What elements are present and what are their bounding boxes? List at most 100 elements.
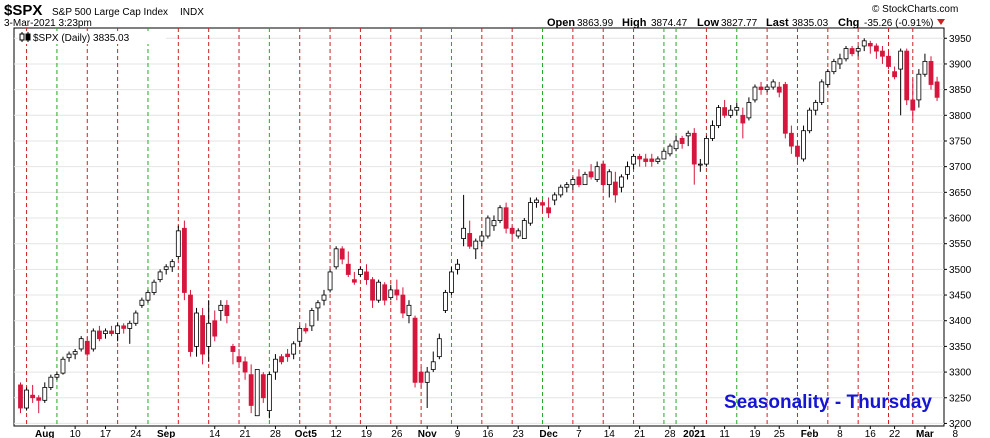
candle [127,320,133,344]
candle [485,215,491,239]
seasonality-lines [26,28,914,426]
candle [509,225,515,239]
chg-label: Chg [838,17,859,29]
candle [145,289,151,303]
candle [133,310,139,326]
candle [442,289,448,314]
x-tick-label: 19 [361,429,373,438]
candle [867,40,873,54]
candle [285,348,290,362]
candle [72,348,78,360]
candle [643,153,649,167]
candle [66,351,72,362]
candle [194,307,199,357]
x-tick-label: Aug [35,429,54,438]
index-name: S&P 500 Large Cap Index [52,7,168,18]
candle [315,300,321,321]
y-tick-label: 3800 [949,111,972,122]
x-tick-label: 23 [513,429,525,438]
candle [564,182,570,193]
candle [157,269,163,283]
candle [697,158,703,172]
candle [151,279,157,296]
exchange-label: INDX [180,7,204,18]
candle [467,220,473,249]
candle [175,225,181,260]
x-axis: Aug 10 17 24 Sep 14 21 28 Oct5 12 19 26 Nov 9 16 23 Dec 7… [35,426,958,438]
candle [582,171,588,186]
y-tick-label: 3850 [949,85,972,96]
x-tick-label: 7 [576,429,582,438]
candle [861,38,867,52]
candle [819,79,825,106]
candle [704,135,709,167]
candle [782,81,788,139]
candle [351,271,357,285]
x-tick-label: 8 [952,429,958,438]
candle [121,323,127,334]
candlestick-series [18,38,940,419]
candle [18,382,23,414]
y-tick-label: 3900 [949,59,972,70]
candle [892,66,897,80]
candle [880,45,885,64]
candle [722,99,728,118]
candle [807,107,812,134]
candle [254,369,260,417]
x-tick-label: Feb [801,429,819,438]
candle [540,200,545,213]
candle [685,130,691,147]
candle [224,300,230,324]
candle [84,337,90,357]
candle [746,97,752,121]
open-label: Open [547,17,575,29]
candle [303,323,309,334]
candle [260,372,266,403]
candle [734,102,740,116]
candle [606,169,612,198]
candle [479,230,485,247]
candle [169,259,175,272]
candle [552,192,558,206]
y-tick-label: 3450 [949,291,972,302]
candle [181,220,187,301]
horizontal-gridlines [14,37,944,424]
low-value: 3827.77 [721,18,758,29]
candle [655,156,661,165]
watermark: © StockCharts.com [872,4,958,15]
candle [673,135,679,152]
candle [728,105,734,118]
y-tick-label: 3650 [949,188,972,199]
x-tick-label: Mar [916,429,934,438]
candle [637,153,643,167]
candle [770,79,776,90]
candle [576,169,582,188]
candle [679,135,685,149]
last-value: 3835.03 [792,18,829,29]
candle [455,259,460,275]
y-tick-label: 3550 [949,239,972,250]
candle [849,45,855,57]
candle [928,56,934,90]
x-tick-label: 25 [774,429,786,438]
candle [236,348,242,367]
x-tick-label: 22 [889,429,901,438]
candle [788,125,794,154]
candle [631,153,636,170]
candle [649,153,655,167]
candle [54,372,60,380]
candle [345,251,351,278]
candle [922,53,928,77]
seasonality-annotation: Seasonality - Thursday [724,392,932,413]
open-value: 3863.99 [577,18,614,29]
candle [716,105,721,129]
candle [78,336,84,352]
candle [600,160,606,190]
x-tick-label: 21 [634,429,646,438]
high-value: 3874.47 [651,18,688,29]
candle [115,323,121,342]
candle [90,328,96,352]
y-tick-label: 3750 [949,136,972,147]
x-tick-label: 19 [749,429,761,438]
candle [412,315,418,388]
